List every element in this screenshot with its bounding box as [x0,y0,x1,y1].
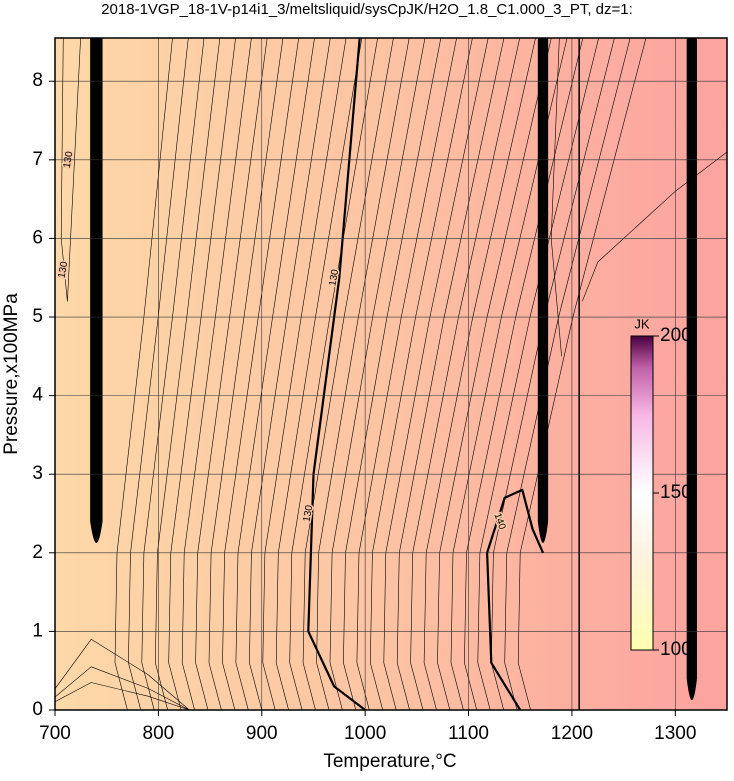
colorbar-tick-label: 150 [660,482,692,503]
colorbar-tick-label: 100 [660,639,692,660]
y-tick-label: 4 [32,385,43,406]
x-tick-label: 1200 [551,723,593,744]
y-tick-label: 6 [32,227,43,248]
y-tick-label: 0 [32,699,43,720]
y-tick-label: 3 [32,463,43,484]
colorbar-tick-label: 200 [660,325,692,346]
x-tick-label: 900 [246,723,278,744]
contour-line [60,38,81,302]
y-tick-label: 5 [32,306,43,327]
colorbar-label: JK [634,316,650,331]
x-tick-label: 800 [143,723,175,744]
y-axis-label: Pressure,x100MPa [1,293,22,455]
contour-band [537,38,549,543]
y-tick-label: 8 [32,70,43,91]
x-tick-label: 1300 [654,723,696,744]
plot-frame [54,37,728,711]
x-tick-label: 1000 [344,723,386,744]
contour-line [55,666,190,710]
y-tick-label: 7 [32,149,43,170]
contour-label: 130 [327,268,341,287]
y-tick-label: 1 [32,620,43,641]
x-tick-label: 700 [39,723,71,744]
contour-line-bold [486,488,545,710]
contour-line [55,682,190,710]
contour-label: 130 [302,504,316,523]
contour-band [90,38,103,543]
contour-line [582,151,727,302]
colorbar [630,335,654,651]
x-tick-label: 1100 [448,723,489,744]
contour-band [686,38,698,701]
x-axis-label: Temperature,°C [323,751,456,772]
contour-line [55,639,190,710]
contour-label: 130 [57,260,71,279]
y-tick-label: 2 [32,542,43,563]
chart-title: 2018-1VGP_18-1V-p14i1_3/meltsliquid/sysC… [101,1,633,18]
